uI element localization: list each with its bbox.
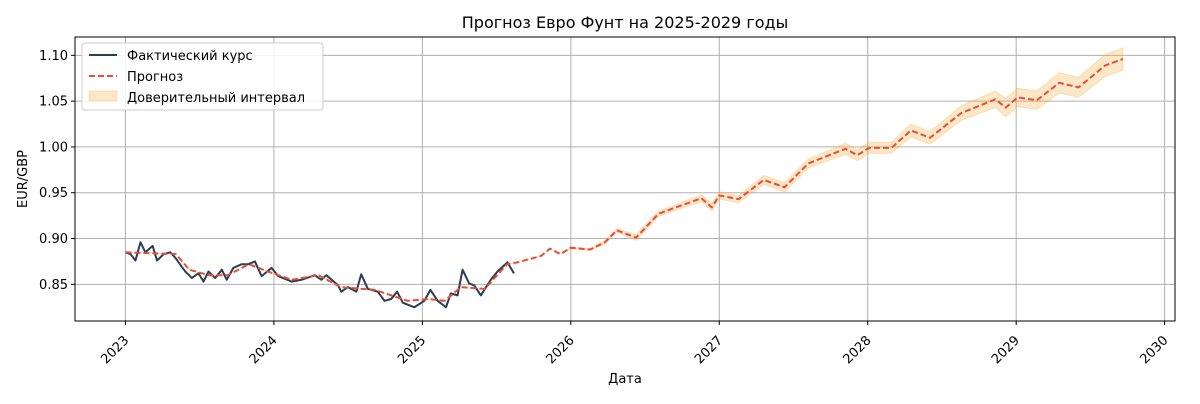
x-tick-label: 2026	[544, 333, 578, 367]
x-tick-label: 2023	[98, 333, 132, 367]
y-tick-label: 0.90	[39, 232, 68, 247]
chart-title: Прогноз Евро Фунт на 2025-2029 годы	[462, 13, 788, 32]
series-layer	[125, 58, 1124, 309]
x-tick-label: 2029	[989, 333, 1023, 367]
forecast-line	[125, 58, 1124, 302]
x-tick-label: 2025	[395, 333, 429, 367]
x-axis-label: Дата	[608, 372, 642, 387]
y-axis: 0.85 0.90 0.95 1.00 1.05 1.10	[39, 49, 75, 293]
x-tick-label: 2024	[247, 333, 281, 367]
y-tick-label: 1.00	[39, 140, 68, 155]
y-tick-label: 1.05	[39, 95, 68, 110]
legend-box	[81, 42, 324, 111]
legend-label-forecast: Прогноз	[127, 70, 183, 85]
x-tick-label: 2028	[841, 333, 875, 367]
legend-label-ci: Доверительный интервал	[127, 91, 305, 106]
plot-frame	[74, 36, 1176, 322]
legend-label-actual: Фактический курс	[127, 49, 253, 64]
y-tick-label: 0.95	[39, 186, 68, 201]
y-axis-label: EUR/GBP	[16, 150, 31, 208]
legend: Фактический курс Прогноз Доверительный и…	[81, 42, 324, 111]
y-tick-label: 1.10	[39, 49, 68, 64]
x-axis: 2023 2024 2025 2026 2027 2028 2029 2030	[98, 321, 1171, 367]
x-tick-label: 2030	[1137, 333, 1171, 367]
legend-swatch-ci	[88, 90, 118, 102]
y-tick-label: 0.85	[39, 278, 68, 293]
x-tick-label: 2027	[692, 333, 726, 367]
